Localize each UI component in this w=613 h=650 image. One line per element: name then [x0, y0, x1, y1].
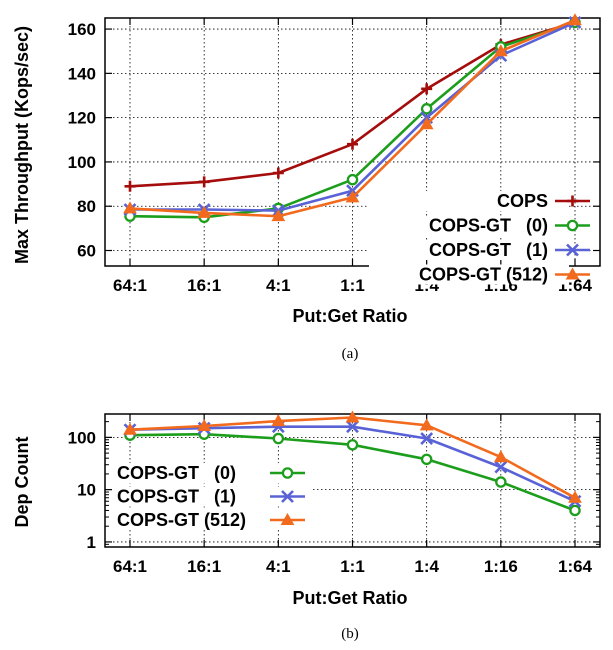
- data-point: [346, 420, 359, 434]
- y-tick-label: 1: [87, 533, 96, 552]
- legend: COPS-GT (0) COPS-GT (1) COPS-GT (512): [113, 463, 313, 530]
- data-point: [493, 450, 508, 463]
- y-axis-ticks: 60 80 100 120 140 160: [68, 20, 600, 261]
- legend-background: [113, 463, 313, 483]
- data-point: [271, 414, 286, 427]
- data-point: [123, 422, 137, 435]
- x-axis-ticks: 64:1 16:1 4:1 1:1 1:4 1:16 1:64: [113, 414, 593, 576]
- legend-background: [369, 215, 569, 236]
- y-tick-label: 140: [68, 64, 96, 83]
- x-tick-label: 4:1: [266, 276, 291, 295]
- x-tick-label: 4:1: [266, 557, 291, 576]
- legend-entry-cops-gt-512: COPS-GT (512): [113, 510, 313, 530]
- data-point: [568, 13, 582, 26]
- data-point: [124, 180, 136, 192]
- legend-entry-cops-gt-0: COPS-GT (0): [113, 463, 313, 483]
- legend-background: [113, 510, 313, 530]
- y-tick-label: 100: [68, 428, 96, 447]
- data-point: [347, 138, 358, 150]
- data-point: [345, 190, 360, 203]
- legend: COPS COPS-GT (0) COPS-GT (1) COPS-GT (512): [369, 191, 590, 285]
- series-group: [123, 13, 582, 224]
- y-tick-label: 160: [68, 20, 96, 39]
- data-point: [272, 432, 285, 445]
- data-point: [198, 176, 210, 188]
- data-point: [271, 209, 286, 222]
- x-tick-label: 1:64: [558, 557, 593, 576]
- legend-label: COPS-GT (1): [429, 240, 548, 260]
- legend-background: [369, 191, 569, 211]
- data-point: [197, 418, 212, 432]
- data-point: [493, 44, 508, 57]
- chart-dep-count: 1 10 100 64:1 16:1 4:1 1:1 1:4 1:16 1:64 COPS-GT…: [12, 410, 601, 642]
- legend-label: COPS-GT (0): [429, 216, 548, 236]
- data-point: [420, 103, 433, 115]
- legend-background: [369, 264, 569, 285]
- legend-label: COPS-GT (0): [117, 463, 236, 483]
- legend-marker: [281, 467, 294, 479]
- legend-marker: [566, 243, 579, 257]
- x-tick-label: 64:1: [113, 557, 147, 576]
- data-point: [421, 83, 433, 95]
- y-tick-label: 120: [68, 109, 96, 128]
- data-point: [420, 432, 434, 445]
- data-point: [568, 490, 582, 503]
- y-tick-label: 80: [77, 197, 96, 216]
- legend-entry-cops-gt-1: COPS-GT (1): [113, 486, 313, 507]
- data-point: [420, 453, 433, 466]
- data-point: [272, 167, 284, 179]
- x-axis-label: Put:Get Ratio: [293, 306, 408, 326]
- y-axis-label: Dep Count: [12, 437, 32, 528]
- legend-label: COPS-GT (512): [117, 510, 246, 530]
- legend-entry-cops-gt-0: COPS-GT (0): [369, 215, 590, 236]
- data-point: [345, 410, 360, 423]
- data-point: [494, 460, 508, 474]
- legend-marker: [281, 490, 294, 503]
- x-tick-label: 1:4: [414, 557, 439, 576]
- legend-entry-cops: COPS: [369, 191, 590, 211]
- legend-entry-cops-gt-512: COPS-GT (512): [369, 264, 590, 285]
- legend-marker: [565, 267, 580, 280]
- data-point: [569, 504, 581, 517]
- data-point: [346, 173, 359, 186]
- x-tick-label: 1:1: [340, 557, 365, 576]
- y-tick-label: 10: [77, 481, 96, 500]
- y-axis-ticks: 1 10 100: [68, 421, 600, 552]
- legend-marker: [567, 195, 578, 207]
- legend-entry-cops-gt-1: COPS-GT (1): [369, 240, 590, 260]
- series-group: [123, 410, 582, 517]
- data-point: [419, 418, 434, 431]
- legend-label: COPS-GT (512): [419, 265, 548, 285]
- y-axis-label: Max Throughput (Kops/sec): [12, 26, 32, 264]
- caption-a: (a): [342, 346, 359, 362]
- legend-marker: [280, 512, 295, 525]
- y-tick-label: 100: [68, 153, 96, 172]
- data-point: [346, 439, 359, 451]
- x-tick-label: 16:1: [187, 557, 221, 576]
- legend-label: COPS-GT (1): [117, 487, 236, 507]
- caption-b: (b): [341, 626, 359, 642]
- series-cops-gt-512: [123, 13, 582, 222]
- data-point: [419, 117, 434, 130]
- x-tick-label: 16:1: [187, 276, 221, 295]
- x-tick-label: 64:1: [113, 276, 147, 295]
- y-tick-label: 60: [77, 242, 96, 261]
- legend-background: [113, 486, 313, 507]
- legend-marker: [566, 219, 579, 232]
- x-tick-label: 1:1: [340, 276, 365, 295]
- legend-background: [369, 240, 569, 260]
- series-cops-gt-512: [123, 410, 582, 503]
- data-point: [123, 201, 137, 214]
- data-point: [495, 476, 507, 488]
- x-tick-label: 1:16: [484, 557, 518, 576]
- legend-label: COPS: [497, 191, 548, 211]
- x-axis-label: Put:Get Ratio: [293, 588, 408, 608]
- data-point: [197, 205, 212, 218]
